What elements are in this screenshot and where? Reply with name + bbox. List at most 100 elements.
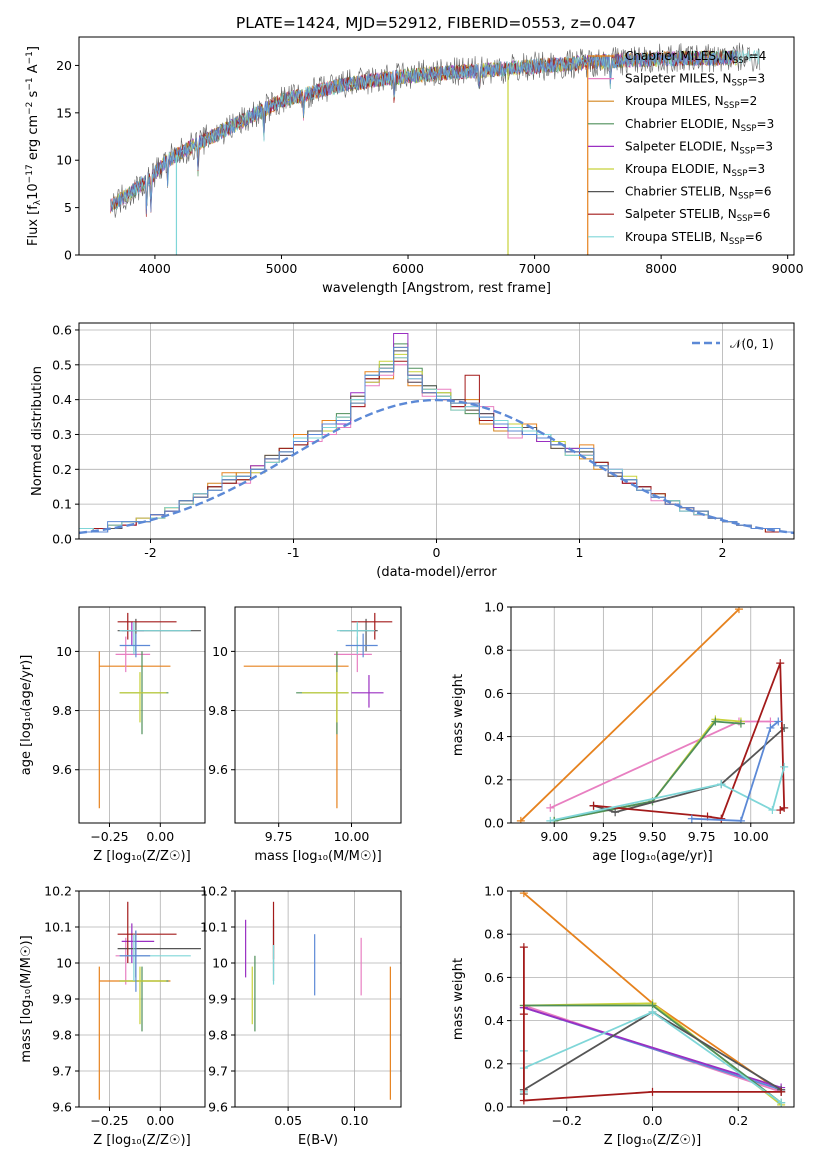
y-tick-label: 9.7 [208,1064,228,1079]
weight-line [550,766,786,822]
x-axis-label: E(B-V) [298,1133,338,1148]
y-tick-label: 0.1 [52,497,72,512]
errorbar-point [339,618,378,652]
y-tick-label: 10.2 [200,884,228,899]
legend: Chabrier MILES, NSSP=4 Salpeter MILES, NS… [588,49,774,247]
y-label-part: A [26,64,41,77]
y-tick-label: 10 [212,644,228,659]
legend-suffix: =2 [740,94,758,108]
plus-marker [768,806,777,815]
plus-marker [780,762,789,771]
axes-age_vs_mass [235,607,401,823]
axis-frame-mass_vs_ebv: 0.05 0.10 9.6 9.7 9.8 9.9 10 10.1 10.2 E(B-V) [200,884,402,1148]
x-tick-label: 0 [433,545,441,560]
plot-area-mass_vs_ebv [245,901,391,1100]
y-tick-label: 0.6 [484,970,504,985]
legend-entry: 𝒩(0, 1) [730,337,774,351]
y-tick-label: 9.6 [52,1100,72,1115]
errorbar-point [121,923,155,963]
plot-area-mass_vs_Z [98,901,201,1100]
y-tick-label: 15 [56,105,72,120]
y-tick-label: 9.8 [208,1028,228,1043]
plus-marker [519,891,528,898]
y-axis-label: Flux [fλ10−17 erg cm−2 s−1 A−1] [25,46,43,246]
weight-line [554,718,741,822]
plus-marker [717,814,726,823]
legend-name: Kroupa STELIB, N [625,230,729,244]
errorbar-point [336,621,375,655]
weight-line [691,720,779,822]
legend-subscript: SSP [732,169,748,179]
legend-entry: Kroupa STELIB, NSSP=6 [625,230,763,247]
x-axis-label: (data-model)/error [376,565,497,580]
legend-entry: Chabrier MILES, NSSP=4 [625,49,766,66]
y-tick-label: 10 [56,153,72,168]
y-label-part: −1 [25,77,35,90]
plot-layer: Chabrier MILES, NSSP=4 Salpeter MILES, NS… [19,36,804,1148]
legend-entry: Salpeter MILES, NSSP=3 [625,72,765,89]
plot-frame [78,606,206,824]
y-tick-label: 9.8 [208,703,228,718]
x-tick-label: 9.50 [639,829,667,844]
plus-marker [774,717,783,726]
x-tick-label: -1 [287,545,299,560]
legend-subscript: SSP [738,192,754,202]
y-tick-label: 20 [56,58,72,73]
y-label-part: −1 [25,51,35,64]
axis-frame-residuals: -2 -1 0 1 2 0.0 0.1 0.2 0.3 0.4 0.5 0.6 (data-model)… [30,322,795,580]
legend-suffix: =6 [753,207,771,221]
errorbar-point [98,651,171,809]
errorbar-point [351,612,393,640]
legend-suffix: =4 [749,49,767,63]
axis-frame-age_vs_mass: 9.75 10.00 9.6 9.8 10 mass [log₁₀(M/M☉)] [208,606,402,864]
legend-name: Chabrier ELODIE, N [625,117,741,131]
x-tick-label: 0.05 [274,1113,302,1128]
plus-marker [519,943,528,952]
errorbar-point [98,966,171,1100]
plus-marker [766,723,775,732]
weight-line [520,608,740,822]
x-tick-label: 9.25 [589,829,617,844]
errorbar-point [119,672,167,723]
weight-line [593,727,785,814]
axis-frame-weight_vs_age: 9.00 9.25 9.50 9.75 10.00 0.0 0.2 0.4 0.6 0.8 1.0 a… [451,600,795,864]
errorbar-point [117,618,201,652]
legend-subscript: SSP [732,79,748,89]
x-axis-label: Z [log₁₀(Z/Z☉)] [93,1133,190,1148]
legend-subscript: SSP [741,124,757,134]
weight-line [554,720,741,822]
y-tick-label: 1.0 [484,884,504,899]
x-tick-label: −0.25 [90,829,128,844]
errorbar-point [115,636,151,673]
plus-marker [776,659,785,668]
plus-marker [736,816,745,823]
axis-frame-spectrum: 4000 5000 6000 7000 8000 9000 0 5 10 15 20 waveleng… [56,36,804,296]
plus-marker [777,1098,786,1107]
y-label-part: Flux [f [26,205,41,246]
legend-subscript: SSP [733,56,749,66]
x-tick-label: −0.25 [90,1113,128,1128]
y-axis-label: mass [log₁₀(M/M☉)] [19,935,34,1062]
x-tick-label: 8000 [645,261,677,276]
y-tick-label: 10.1 [200,920,228,935]
y-axis-label: mass weight [451,958,466,1040]
axis-frame-weight_vs_Z: −0.2 0.0 0.2 0.0 0.2 0.4 0.6 0.8 1.0 Z [log₁₀(Z/Z… [451,884,795,1148]
y-label-part: −2 [25,102,35,115]
y-tick-label: 9.8 [52,703,72,718]
weight-line [549,720,771,809]
plus-marker [777,1087,786,1096]
errorbar-point [119,966,167,1025]
y-tick-label: 10 [212,956,228,971]
y-tick-label: 0.4 [484,729,504,744]
plus-marker [589,801,598,810]
y-label-part: erg cm [26,115,41,164]
x-tick-label: 6000 [392,261,424,276]
x-tick-label: 9.75 [265,829,293,844]
plot-area-residuals [79,333,794,539]
legend-suffix: =6 [754,185,772,199]
errorbar-point [121,621,145,646]
legend-name: Salpeter STELIB, N [625,207,737,221]
legend-entry: Salpeter ELODIE, NSSP=3 [625,139,773,156]
x-tick-label: 0.00 [146,829,174,844]
